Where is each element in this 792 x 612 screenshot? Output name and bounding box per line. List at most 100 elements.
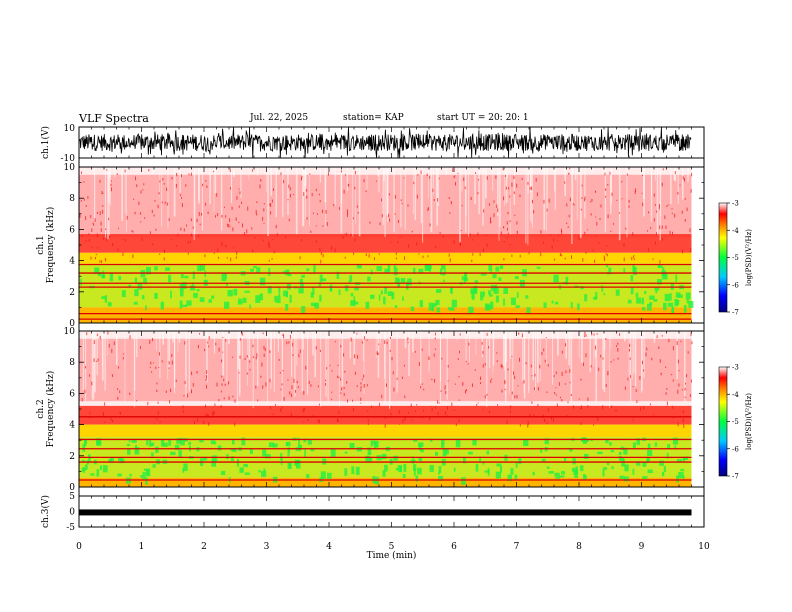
ch1-spectrogram-noise bbox=[653, 218, 655, 222]
ch1-spectrogram-noise bbox=[448, 197, 450, 199]
ch1-spectrogram-burst bbox=[227, 290, 233, 297]
ch1-spectrogram-burst bbox=[441, 265, 446, 270]
ch1-spectrogram-burst bbox=[480, 272, 487, 276]
ch1-spectrogram-noise bbox=[661, 182, 663, 187]
ch1-spectrogram-noise bbox=[90, 256, 92, 260]
ch2-spectrogram-noise bbox=[118, 366, 119, 369]
ch1-spectrogram-noise bbox=[674, 171, 676, 175]
ch2-spectrogram-noise bbox=[545, 337, 547, 339]
ch2-spectrogram-noise bbox=[501, 364, 503, 369]
ch2-spectrogram-noise bbox=[296, 380, 298, 384]
ch2-spectrogram-noise bbox=[677, 422, 679, 427]
ch2-spectrogram-noise bbox=[597, 417, 599, 422]
ch2-spectrogram-burst bbox=[515, 461, 518, 468]
ch2-spectrogram-noise bbox=[423, 409, 425, 412]
ch2-spectrogram-noise bbox=[593, 333, 595, 336]
ch1-spectrogram-noise bbox=[642, 174, 643, 177]
ch2-spectrogram-burst bbox=[183, 463, 188, 471]
ch2-spectrogram-burst bbox=[82, 467, 85, 473]
ch2-spectrogram-burst bbox=[261, 470, 267, 477]
ch1-spectrogram-noise bbox=[603, 258, 605, 262]
ch1-spectrogram-noise bbox=[283, 179, 285, 184]
ch1-spectrogram-noise bbox=[85, 240, 87, 243]
ch1-spectrogram-burst bbox=[393, 267, 398, 276]
ch1-spectrogram-noise bbox=[553, 238, 555, 242]
ch1-spectrogram-burst bbox=[432, 304, 435, 312]
ch2-spectrogram-burst bbox=[674, 445, 677, 450]
ch2-spectrogram-burst bbox=[624, 464, 629, 472]
ch2-spectrogram-noise bbox=[389, 349, 391, 352]
ch3-ytick-label: 5 bbox=[69, 492, 75, 502]
ch2-spectrogram-noise bbox=[282, 333, 284, 337]
ch2-spectrogram-noise bbox=[507, 368, 509, 371]
ch2-spectrogram-noise bbox=[366, 384, 368, 387]
ch1-spectrogram-noise bbox=[533, 210, 535, 214]
ch1-spectrogram-noise bbox=[569, 167, 571, 170]
ch1-spectrogram-noise bbox=[633, 258, 635, 261]
ch1-spectrogram-noise bbox=[356, 205, 358, 208]
ch1-spectrogram-noise bbox=[557, 240, 559, 242]
ch2-spectrogram-noise bbox=[390, 405, 392, 409]
ch2-spectrogram-burst bbox=[586, 439, 589, 443]
ch2-spectrogram-burst bbox=[605, 438, 609, 444]
ch2-spectrogram-noise bbox=[691, 379, 692, 383]
ch2-spectrogram-noise bbox=[511, 391, 513, 395]
ch2-spectrogram-noise bbox=[168, 367, 170, 370]
ch1-spectrogram-noise bbox=[325, 210, 327, 214]
ch2-spectrogram-burst bbox=[544, 438, 549, 445]
ch1-spectrogram-burst bbox=[627, 299, 632, 304]
ch1-spectrogram-noise bbox=[381, 214, 383, 218]
ch1-spectrogram-noise bbox=[450, 201, 452, 205]
ch1-spectrogram-noise bbox=[682, 249, 684, 254]
ch1-spectrogram-ytick-label: 2 bbox=[69, 288, 75, 298]
ch1-spectrogram-burst bbox=[196, 289, 200, 292]
ch2-spectrogram-burst bbox=[146, 440, 149, 446]
ch1-spectrogram-noise bbox=[238, 188, 240, 190]
ch2-spectrogram-colorbar bbox=[718, 366, 728, 477]
ch1-spectrogram-noise bbox=[418, 253, 420, 255]
ch2-spectrogram-noise bbox=[561, 350, 563, 354]
ch3-ytick-label: 0 bbox=[69, 508, 75, 518]
ch2-spectrogram-noise bbox=[404, 395, 406, 399]
ch1-spectrogram-colorbar-tick-label: -4 bbox=[732, 227, 739, 235]
ch2-spectrogram-burst bbox=[149, 438, 152, 447]
ch1-spectrogram-noise bbox=[181, 203, 183, 208]
ch1-spectrogram-burst bbox=[515, 305, 520, 309]
ch1-spectrogram-burst bbox=[553, 274, 559, 283]
ch2-spectrogram-noise bbox=[607, 371, 609, 375]
ch1-spectrogram-noise bbox=[138, 201, 140, 205]
ch1-spectrogram-burst bbox=[380, 290, 383, 295]
ch1-spectrogram-burst bbox=[94, 267, 100, 275]
ch1-spectrogram-noise bbox=[661, 238, 663, 241]
ch2-spectrogram-noise bbox=[531, 375, 533, 377]
ch2-spectrogram-burst bbox=[647, 443, 651, 449]
ch1-spectrogram-noise bbox=[519, 254, 521, 258]
ch2-spectrogram-noise bbox=[430, 405, 432, 407]
ch2-spectrogram-noise bbox=[343, 353, 345, 357]
ch1-spectrogram-noise bbox=[149, 231, 151, 235]
ch1-spectrogram-noise bbox=[221, 215, 223, 218]
ch2-spectrogram-noise bbox=[205, 379, 207, 381]
ch1-spectrogram-noise bbox=[388, 213, 390, 218]
ch2-spectrogram-noise bbox=[302, 408, 304, 413]
ch2-spectrogram-burst bbox=[597, 451, 603, 454]
ch1-spectrogram-noise bbox=[80, 171, 82, 174]
ch1-spectrogram-noise bbox=[604, 172, 606, 176]
ch2-spectrogram-burst bbox=[88, 454, 91, 462]
ch2-spectrogram-burst bbox=[642, 461, 647, 467]
ch1-spectrogram-noise bbox=[571, 255, 572, 259]
ch1-spectrogram-burst bbox=[259, 293, 263, 301]
ch1-spectrogram-noise bbox=[289, 194, 291, 198]
ch1-spectrogram-burst bbox=[418, 268, 424, 274]
ch2-spectrogram-noise bbox=[646, 348, 648, 351]
ch1-spectrogram-noise bbox=[513, 175, 515, 180]
ch1-spectrogram-noise bbox=[514, 214, 516, 216]
ch1-spectrogram-burst bbox=[436, 289, 442, 293]
ch1-spectrogram-burst bbox=[353, 301, 359, 305]
ch1-spectrogram-noise bbox=[207, 211, 209, 214]
ch1-spectrogram-noise bbox=[568, 172, 570, 175]
ch1-spectrogram-burst bbox=[480, 295, 484, 301]
ch1-spectrogram-noise bbox=[177, 233, 179, 237]
ch1-spectrogram-noise bbox=[567, 173, 569, 175]
